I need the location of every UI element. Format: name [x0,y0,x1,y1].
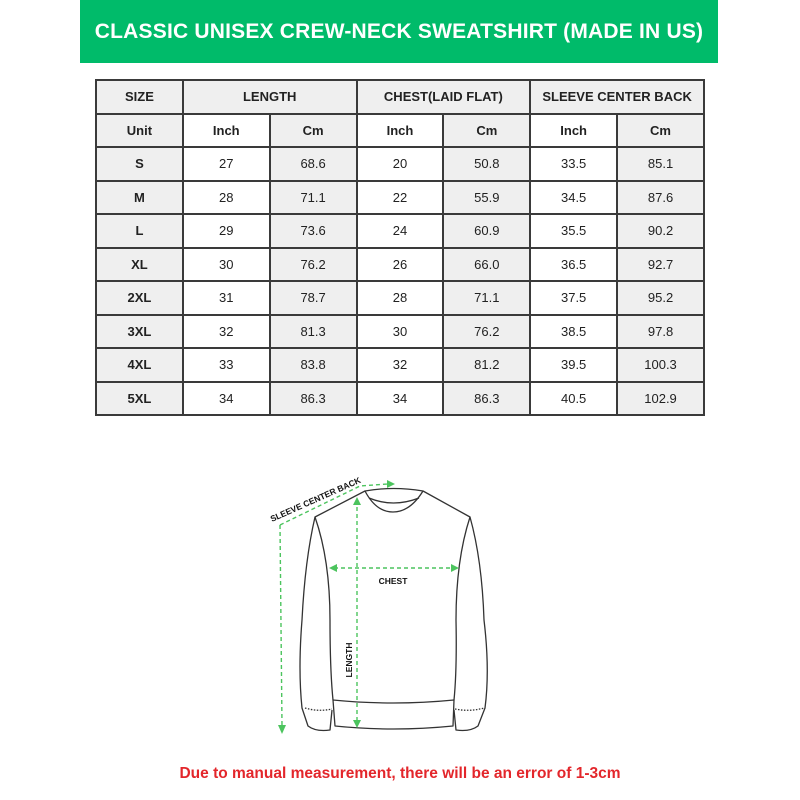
table-row: 2XL 31 78.7 28 71.1 37.5 95.2 [95,280,705,316]
column-group-header: CHEST(LAID FLAT) [355,79,532,115]
table-row: L 29 73.6 24 60.9 35.5 90.2 [95,213,705,249]
unit-header: Inch [181,112,271,148]
measurement-cell: 50.8 [442,146,532,182]
size-cell: L [95,213,184,249]
measurement-cell: 20 [355,146,445,182]
size-cell: 2XL [95,280,184,316]
measurement-cell: 102.9 [616,380,705,416]
measurement-cell: 40.5 [529,380,619,416]
measurement-cell: 60.9 [442,213,532,249]
arrowheads [278,480,459,734]
measurement-cell: 37.5 [529,280,619,316]
unit-header: Unit [95,112,184,148]
measurement-cell: 71.1 [268,179,358,215]
measurement-cell: 100.3 [616,347,705,383]
size-cell: M [95,179,184,215]
measurement-cell: 78.7 [268,280,358,316]
table-row: M 28 71.1 22 55.9 34.5 87.6 [95,179,705,215]
size-cell: 5XL [95,380,184,416]
measurement-cell: 92.7 [616,246,705,282]
measurement-cell: 39.5 [529,347,619,383]
size-cell: S [95,146,184,182]
measurement-cell: 24 [355,213,445,249]
measurement-cell: 71.1 [442,280,532,316]
measurement-cell: 86.3 [268,380,358,416]
measurement-cell: 95.2 [616,280,705,316]
size-cell: 3XL [95,313,184,349]
measurement-cell: 34 [355,380,445,416]
measurement-cell: 35.5 [529,213,619,249]
length-label: LENGTH [344,643,354,678]
measurement-cell: 81.2 [442,347,532,383]
measurement-cell: 86.3 [442,380,532,416]
measurement-cell: 83.8 [268,347,358,383]
unit-header: Cm [442,112,532,148]
table-row: 3XL 32 81.3 30 76.2 38.5 97.8 [95,313,705,349]
measurement-cell: 68.6 [268,146,358,182]
measurement-cell: 85.1 [616,146,705,182]
measurement-cell: 55.9 [442,179,532,215]
size-chart-table: SIZE LENGTH CHEST(LAID FLAT) SLEEVE CENTER … [95,79,705,416]
measurement-cell: 87.6 [616,179,705,215]
table-row: S 27 68.6 20 50.8 33.5 85.1 [95,146,705,182]
measurement-cell: 27 [181,146,271,182]
unit-header: Cm [268,112,358,148]
measurement-cell: 97.8 [616,313,705,349]
column-group-header: SIZE [95,79,184,115]
measurement-cell: 73.6 [268,213,358,249]
measurement-cell: 76.2 [268,246,358,282]
measurement-cell: 31 [181,280,271,316]
measurement-cell: 26 [355,246,445,282]
size-cell: XL [95,246,184,282]
measurement-cell: 34.5 [529,179,619,215]
unit-row: Unit Inch Cm Inch Cm Inch Cm [95,112,705,148]
table-row: 4XL 33 83.8 32 81.2 39.5 100.3 [95,347,705,383]
measurement-cell: 28 [181,179,271,215]
measurement-note: Due to manual measurement, there will be… [179,765,621,782]
measurement-cell: 32 [181,313,271,349]
unit-header: Inch [529,112,619,148]
page-title: CLASSIC UNISEX CREW-NECK SWEATSHIRT (MAD… [94,19,704,43]
measurement-cell: 29 [181,213,271,249]
header-row: SIZE LENGTH CHEST(LAID FLAT) SLEEVE CENTER … [95,79,705,115]
title-banner: CLASSIC UNISEX CREW-NECK SWEATSHIRT (MAD… [80,0,718,63]
table-row: 5XL 34 86.3 34 86.3 40.5 102.9 [95,380,705,416]
unit-header: Cm [616,112,705,148]
measurement-cell: 33 [181,347,271,383]
chest-label: CHEST [379,576,409,586]
measurement-cell: 34 [181,380,271,416]
column-group-header: LENGTH [181,79,358,115]
unit-header: Inch [355,112,445,148]
measurement-cell: 38.5 [529,313,619,349]
table-row: XL 30 76.2 26 66.0 36.5 92.7 [95,246,705,282]
measurement-cell: 30 [181,246,271,282]
sweatshirt-outline [299,487,488,732]
measurement-cell: 22 [355,179,445,215]
size-cell: 4XL [95,347,184,383]
measurement-cell: 33.5 [529,146,619,182]
measurement-cell: 81.3 [268,313,358,349]
measurement-cell: 76.2 [442,313,532,349]
measurement-cell: 30 [355,313,445,349]
column-group-header: SLEEVE CENTER BACK [529,79,705,115]
measurement-lines [279,483,454,727]
measurement-cell: 28 [355,280,445,316]
sweatshirt-diagram: SLEEVE CENTER BACK CHEST LENGTH [269,475,488,734]
measurement-cell: 90.2 [616,213,705,249]
measurement-cell: 32 [355,347,445,383]
measurement-cell: 66.0 [442,246,532,282]
measurement-cell: 36.5 [529,246,619,282]
